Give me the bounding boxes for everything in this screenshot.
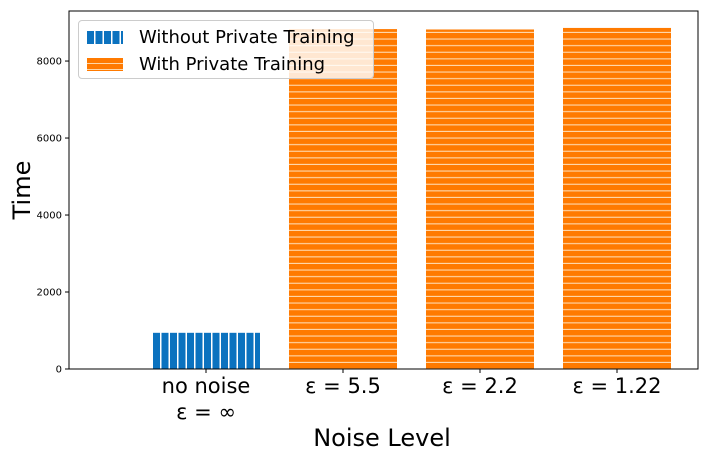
legend-item-with: With Private Training — [87, 52, 325, 76]
x-tick-label: ε = ∞ — [176, 400, 236, 424]
x-tick-label: ε = 5.5 — [305, 374, 381, 398]
x-tick-label: no noise — [162, 374, 251, 398]
legend-item-without: Without Private Training — [87, 25, 355, 49]
y-tick-label: 6000 — [37, 134, 62, 145]
legend-swatch-orange — [87, 57, 123, 71]
x-axis-label: Noise Level — [313, 424, 451, 452]
bar-without-0 — [152, 332, 260, 369]
legend-swatch-blue — [87, 30, 123, 44]
x-tick-label: ε = 1.22 — [572, 374, 661, 398]
bars-layer — [152, 27, 671, 370]
y-tick-label: 8000 — [37, 57, 62, 68]
y-tick-label: 0 — [56, 365, 62, 376]
y-axis: 0 2000 4000 6000 8000 — [37, 57, 69, 376]
x-tick-label: ε = 2.2 — [442, 374, 518, 398]
bar-with-2 — [426, 29, 534, 370]
y-tick-label: 2000 — [37, 288, 62, 299]
bar-with-1 — [289, 29, 397, 370]
legend-label-with: With Private Training — [139, 53, 326, 75]
legend: Without Private Training With Private Tr… — [78, 20, 374, 79]
y-axis-label: Time — [8, 161, 36, 221]
y-tick-label: 4000 — [37, 211, 62, 222]
bar-with-3 — [563, 27, 671, 370]
plot-frame — [68, 10, 699, 370]
legend-label-without: Without Private Training — [139, 26, 355, 48]
